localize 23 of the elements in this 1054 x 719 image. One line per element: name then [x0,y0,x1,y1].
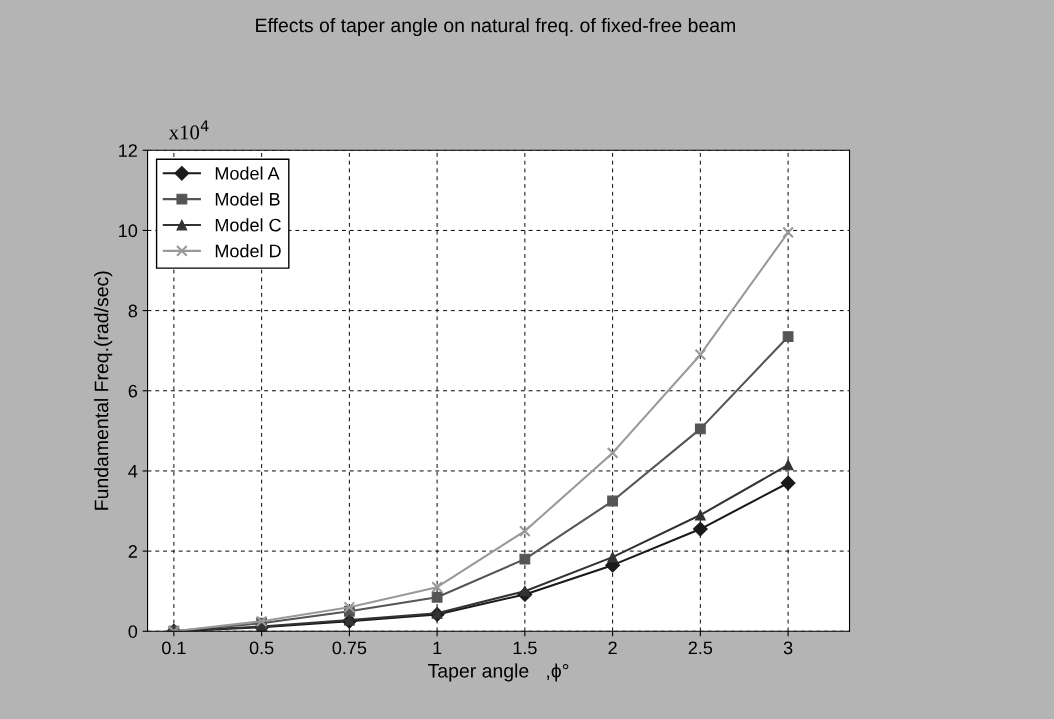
x-tick-label: 2.5 [688,641,713,655]
y-tick-label: 12 [119,144,137,157]
y-tick-label: 8 [128,304,138,318]
y-tick-label: 10 [119,224,138,238]
legend-label: Model C [215,218,281,232]
y-tick-label: 6 [128,384,138,398]
x-tick-label: 2 [608,641,617,655]
y-tick-label: 4 [128,465,138,478]
chart-title: Effects of taper angle on natural freq. of fixed-free beam [256,17,735,37]
x-tick-label: 1 [433,641,442,655]
x-tick-label: 1.5 [513,641,537,655]
x-tick-label: 0.75 [332,641,367,655]
x-tick-label: 3 [783,641,793,655]
legend-label: Model A [215,166,280,180]
y-tick-label: 0 [128,625,138,638]
y-axis-title: Fundamental Freq.(rad/sec) [94,271,113,510]
legend-label: Model B [215,192,280,206]
text: x10$^{4}$ [168,120,209,140]
legend-label: Model D [215,244,281,258]
x-tick-label: 0.5 [249,641,274,655]
y-tick-label: 2 [128,545,137,558]
x-tick-label: 0.1 [162,641,186,655]
x-axis-title: Taper angle ,ϕ° [428,663,569,682]
